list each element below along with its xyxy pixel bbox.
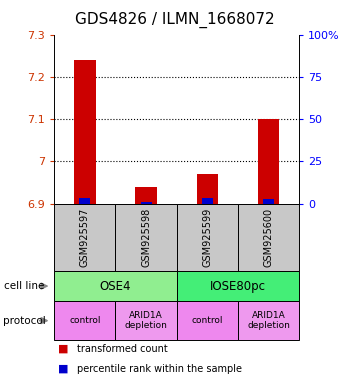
Bar: [135, 187, 157, 204]
Text: ■: ■: [58, 344, 68, 354]
Text: GSM925597: GSM925597: [80, 207, 90, 267]
Text: percentile rank within the sample: percentile rank within the sample: [77, 364, 242, 374]
Text: ARID1A
depletion: ARID1A depletion: [125, 311, 168, 330]
Bar: [197, 174, 218, 204]
Bar: [141, 202, 152, 204]
Text: ■: ■: [58, 364, 68, 374]
Text: GSM925599: GSM925599: [202, 207, 212, 267]
Text: IOSE80pc: IOSE80pc: [210, 280, 266, 293]
Text: protocol: protocol: [4, 316, 46, 326]
Bar: [258, 119, 279, 204]
Text: cell line: cell line: [4, 281, 44, 291]
Text: GSM925598: GSM925598: [141, 207, 151, 267]
Bar: [263, 199, 274, 204]
Text: control: control: [69, 316, 101, 325]
Text: GSM925600: GSM925600: [264, 208, 274, 266]
Bar: [74, 60, 96, 204]
Bar: [202, 198, 213, 204]
Text: ARID1A
depletion: ARID1A depletion: [247, 311, 290, 330]
Bar: [79, 198, 90, 204]
Text: OSE4: OSE4: [100, 280, 131, 293]
Text: transformed count: transformed count: [77, 344, 168, 354]
Text: control: control: [192, 316, 223, 325]
Text: GDS4826 / ILMN_1668072: GDS4826 / ILMN_1668072: [75, 12, 275, 28]
